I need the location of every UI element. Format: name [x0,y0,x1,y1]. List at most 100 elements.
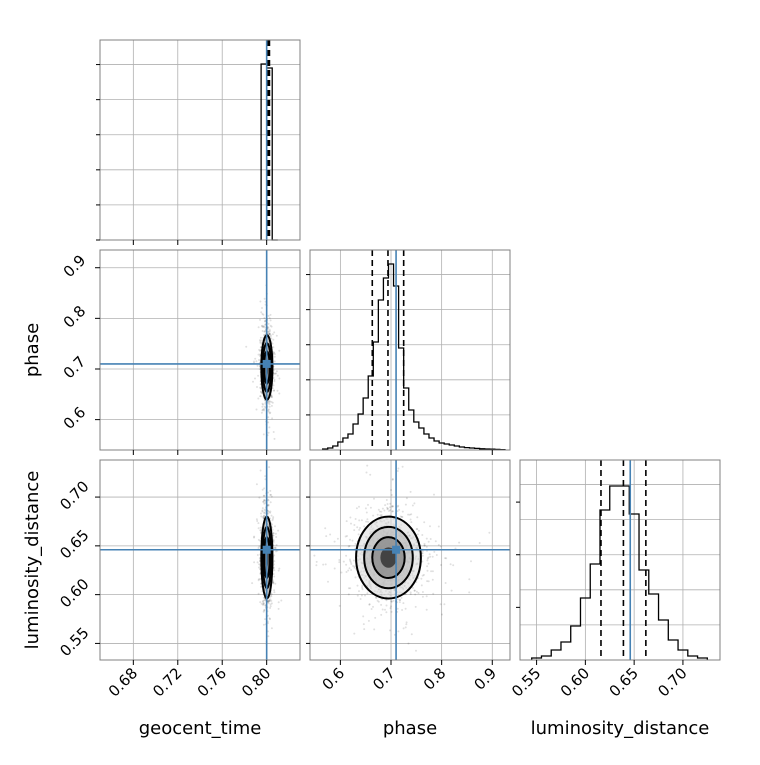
sample-point [261,312,264,315]
sample-point [271,528,274,531]
sample-point [407,642,410,645]
sample-point [390,600,393,603]
sample-point [259,355,262,358]
sample-point [267,431,270,434]
sample-point [267,509,269,512]
sample-point [370,608,373,610]
sample-point [261,324,264,327]
sample-point [431,570,434,573]
sample-point [387,507,389,510]
sample-point [350,569,353,571]
sample-point [260,411,263,414]
sample-point [398,599,401,601]
sample-point [417,529,420,532]
sample-point [272,582,275,585]
sample-point [361,588,364,591]
sample-point [262,603,265,606]
sample-point [315,560,318,563]
sample-point [280,599,283,602]
panel-frame [99,249,301,451]
sample-point [268,328,271,331]
sample-point [384,608,386,611]
sample-point [377,508,380,511]
sample-point [358,528,361,531]
sample-point [405,623,408,626]
panel-frame [309,249,511,451]
sample-point [350,563,353,565]
sample-point [270,400,273,403]
sample-point [431,555,434,558]
sample-point [273,380,276,383]
sample-point [399,599,401,601]
sample-point [257,578,260,581]
sample-point [401,510,404,513]
sample-point [329,533,332,536]
sample-point [353,565,356,568]
sample-point [261,402,264,405]
sample-point [409,591,412,594]
y-tick-label: 0.9 [60,251,90,281]
sample-point [396,470,399,472]
sample-point [429,538,432,540]
sample-point [404,503,407,506]
sample-point [410,513,413,516]
sample-point [450,589,453,592]
sample-point [349,558,351,561]
sample-point [272,346,275,349]
sample-point [261,488,264,491]
sample-point [478,542,481,544]
sample-point [315,564,318,567]
sample-point [254,357,257,360]
x-tick-label: 0.65 [606,664,642,700]
sample-point [445,557,448,560]
sample-point [361,679,363,681]
sample-point [441,613,443,616]
sample-point [259,336,262,339]
sample-point [260,311,263,314]
sample-point [259,395,262,398]
sample-point [423,544,426,547]
sample-point [402,602,405,605]
sample-point [269,333,271,336]
sample-point [261,603,264,606]
sample-point [263,499,266,502]
sample-point [274,547,277,550]
sample-point [272,534,275,537]
sample-point [269,319,272,322]
sample-point [307,542,309,544]
sample-point [443,603,446,606]
sample-point [277,529,280,532]
sample-point [388,510,390,512]
sample-point [338,604,341,607]
sample-point [268,317,271,320]
sample-point [268,401,271,404]
sample-point [273,554,276,557]
sample-point [340,571,343,574]
sample-point [458,541,461,544]
sample-point [263,511,266,514]
sample-point [426,569,429,572]
x-tick-label: 0.80 [238,664,274,700]
sample-point [275,370,278,373]
sample-point [263,502,266,505]
sample-point [409,593,412,596]
sample-point [345,571,348,573]
truth-marker [392,545,401,554]
sample-point [272,581,275,584]
sample-point [278,377,281,380]
sample-point [308,579,310,581]
sample-point [272,384,275,387]
sample-point [389,607,392,610]
sample-point [353,632,356,635]
x-tick-label: 0.9 [471,664,501,694]
hist-panel-luminosity-distance [519,459,721,661]
sample-point [420,584,423,587]
x-axis-label-luminosity-distance: luminosity_distance [531,718,710,739]
sample-point [275,372,277,375]
sample-point [397,630,400,633]
sample-point [413,589,416,592]
panel-frame [309,459,511,661]
sample-point [260,390,263,393]
panel-content [100,250,300,450]
